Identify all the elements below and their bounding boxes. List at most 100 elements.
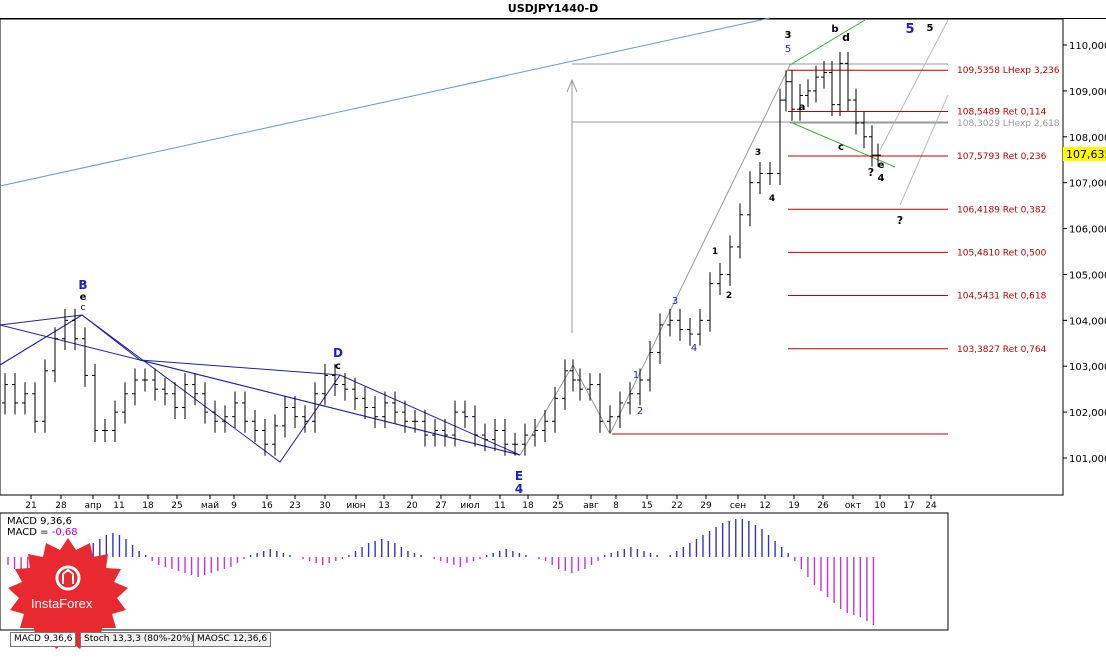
macd-histogram bbox=[7, 519, 875, 625]
y-tick-label: 108,000 bbox=[1069, 133, 1106, 144]
x-tick-label: 9 bbox=[231, 501, 237, 511]
x-tick-label: 8 bbox=[613, 501, 619, 511]
y-tick-label: 102,000 bbox=[1069, 408, 1106, 419]
level-label: 108,5489 Ret 0,114 bbox=[957, 108, 1047, 118]
price-bars bbox=[2, 51, 881, 456]
wave-label: 3 bbox=[785, 30, 792, 41]
x-tick-label: сен bbox=[730, 501, 746, 511]
wave-label: 5 bbox=[785, 44, 791, 55]
long-trend-line bbox=[0, 17, 771, 187]
y-tick-label: 106,000 bbox=[1069, 225, 1106, 236]
x-tick-label: 18 bbox=[522, 501, 534, 511]
y-tick-label: 101,000 bbox=[1069, 454, 1106, 465]
wave-label: 3 bbox=[672, 296, 678, 307]
wave-label: B bbox=[78, 278, 87, 292]
wave-label: 2 bbox=[637, 406, 643, 417]
x-tick-label: 19 bbox=[788, 501, 800, 511]
x-tick-label: 21 bbox=[25, 501, 36, 511]
wave-label: 4 bbox=[878, 173, 885, 184]
last-price-box bbox=[1063, 147, 1106, 161]
level-label: 109,5358 LHexp 3,236 bbox=[957, 66, 1060, 76]
wave-label: d bbox=[842, 31, 850, 44]
level-label: 107,5793 Ret 0,236 bbox=[957, 152, 1047, 162]
wave-triangle-upper bbox=[0, 314, 521, 463]
wave-label: c bbox=[81, 303, 86, 313]
macd-frame bbox=[0, 512, 949, 631]
y-tick-label: 104,000 bbox=[1069, 316, 1106, 327]
wave-label: 3 bbox=[755, 148, 761, 158]
y-tick-label: 110,000 bbox=[1069, 41, 1106, 52]
wave-label: 5 bbox=[927, 23, 934, 34]
x-tick-label: 12 bbox=[759, 501, 770, 511]
tab-stoch[interactable]: Stoch 13,3,3 (80%-20%) bbox=[80, 632, 199, 647]
wave-triangle-lower bbox=[0, 314, 521, 456]
wave-label: 4 bbox=[691, 343, 697, 354]
x-tick-label: 10 bbox=[874, 501, 886, 511]
wave-label: c bbox=[335, 361, 341, 372]
x-tick-label: 24 bbox=[925, 501, 937, 511]
wave-label: 4 bbox=[769, 194, 775, 204]
x-tick-label: 30 bbox=[319, 501, 331, 511]
x-tick-label: 29 bbox=[700, 501, 712, 511]
wave-label: e bbox=[80, 292, 87, 303]
x-tick-label: 17 bbox=[903, 501, 914, 511]
x-tick-label: 16 bbox=[261, 501, 273, 511]
wave-label: D bbox=[333, 346, 343, 360]
x-tick-label: 11 bbox=[494, 501, 505, 511]
tab-macd[interactable]: MACD 9,36,6 bbox=[10, 632, 77, 647]
y-tick-label: 105,000 bbox=[1069, 270, 1106, 281]
x-tick-label: июн bbox=[346, 501, 365, 511]
x-tick-label: 15 bbox=[641, 501, 652, 511]
wave-label: a bbox=[799, 102, 806, 113]
tab-maosc[interactable]: MAOSC 12,36,6 bbox=[193, 632, 272, 647]
wave-label: e bbox=[878, 160, 885, 171]
y-tick-label: 107,000 bbox=[1069, 179, 1106, 190]
x-tick-label: апр bbox=[84, 501, 101, 511]
macd-label: MACD 9,36,6 bbox=[7, 516, 72, 527]
wave-label: c bbox=[838, 142, 844, 153]
wave-label: 1 bbox=[633, 370, 639, 381]
x-tick-label: авг bbox=[583, 501, 599, 511]
instaforex-logo bbox=[8, 538, 128, 649]
x-tick-label: 20 bbox=[406, 501, 418, 511]
level-label: 108,3029 LHexp 2,618 bbox=[957, 119, 1060, 129]
x-tick-label: 26 bbox=[817, 501, 829, 511]
green-channel-upper bbox=[789, 19, 866, 66]
y-tick-label: 103,000 bbox=[1069, 362, 1106, 373]
x-tick-label: 18 bbox=[142, 501, 154, 511]
wave-label: 2 bbox=[726, 291, 732, 301]
x-tick-label: 23 bbox=[289, 501, 300, 511]
x-tick-label: 25 bbox=[171, 501, 182, 511]
x-tick-label: 11 bbox=[113, 501, 124, 511]
x-tick-label: май bbox=[201, 501, 219, 511]
level-label: 105,4810 Ret 0,500 bbox=[957, 248, 1047, 258]
last-price-label: 107,635 bbox=[1066, 148, 1106, 161]
level-label: 103,3827 Ret 0,764 bbox=[957, 345, 1047, 355]
y-tick-labels: 110,000 109,000 108,000 107,000 106,000 105,0… bbox=[1063, 41, 1106, 465]
x-tick-label: окт bbox=[845, 501, 861, 511]
chart-title: USDJPY1440-D bbox=[507, 2, 599, 15]
macd-value-label: MACD = -0,68 bbox=[7, 527, 78, 538]
x-tick-label: 13 bbox=[378, 501, 389, 511]
x-tick-label: 25 bbox=[552, 501, 563, 511]
main-frame bbox=[0, 18, 1064, 496]
wave-label: b bbox=[831, 24, 838, 35]
x-tick-label: июл bbox=[460, 501, 479, 511]
level-label: 106,4189 Ret 0,382 bbox=[957, 205, 1046, 215]
x-tick-labels: 21 28 апр 11 18 25 май 9 16 23 30 июн 13 20 27 июл 11 18 2… bbox=[25, 495, 937, 511]
x-tick-label: 28 bbox=[55, 501, 67, 511]
wave-label: 4 bbox=[515, 482, 523, 496]
wave-label: ? bbox=[897, 214, 903, 227]
wave-label: 1 bbox=[712, 247, 718, 257]
wave-label: E bbox=[515, 469, 523, 483]
wave-label: 5 bbox=[905, 22, 914, 37]
logo-text: InstaForex bbox=[31, 596, 93, 611]
wave-label: ? bbox=[868, 166, 874, 179]
level-label: 104,5431 Ret 0,618 bbox=[957, 292, 1047, 302]
y-tick-label: 109,000 bbox=[1069, 87, 1106, 98]
x-tick-label: 22 bbox=[671, 501, 682, 511]
x-tick-label: 27 bbox=[435, 501, 446, 511]
